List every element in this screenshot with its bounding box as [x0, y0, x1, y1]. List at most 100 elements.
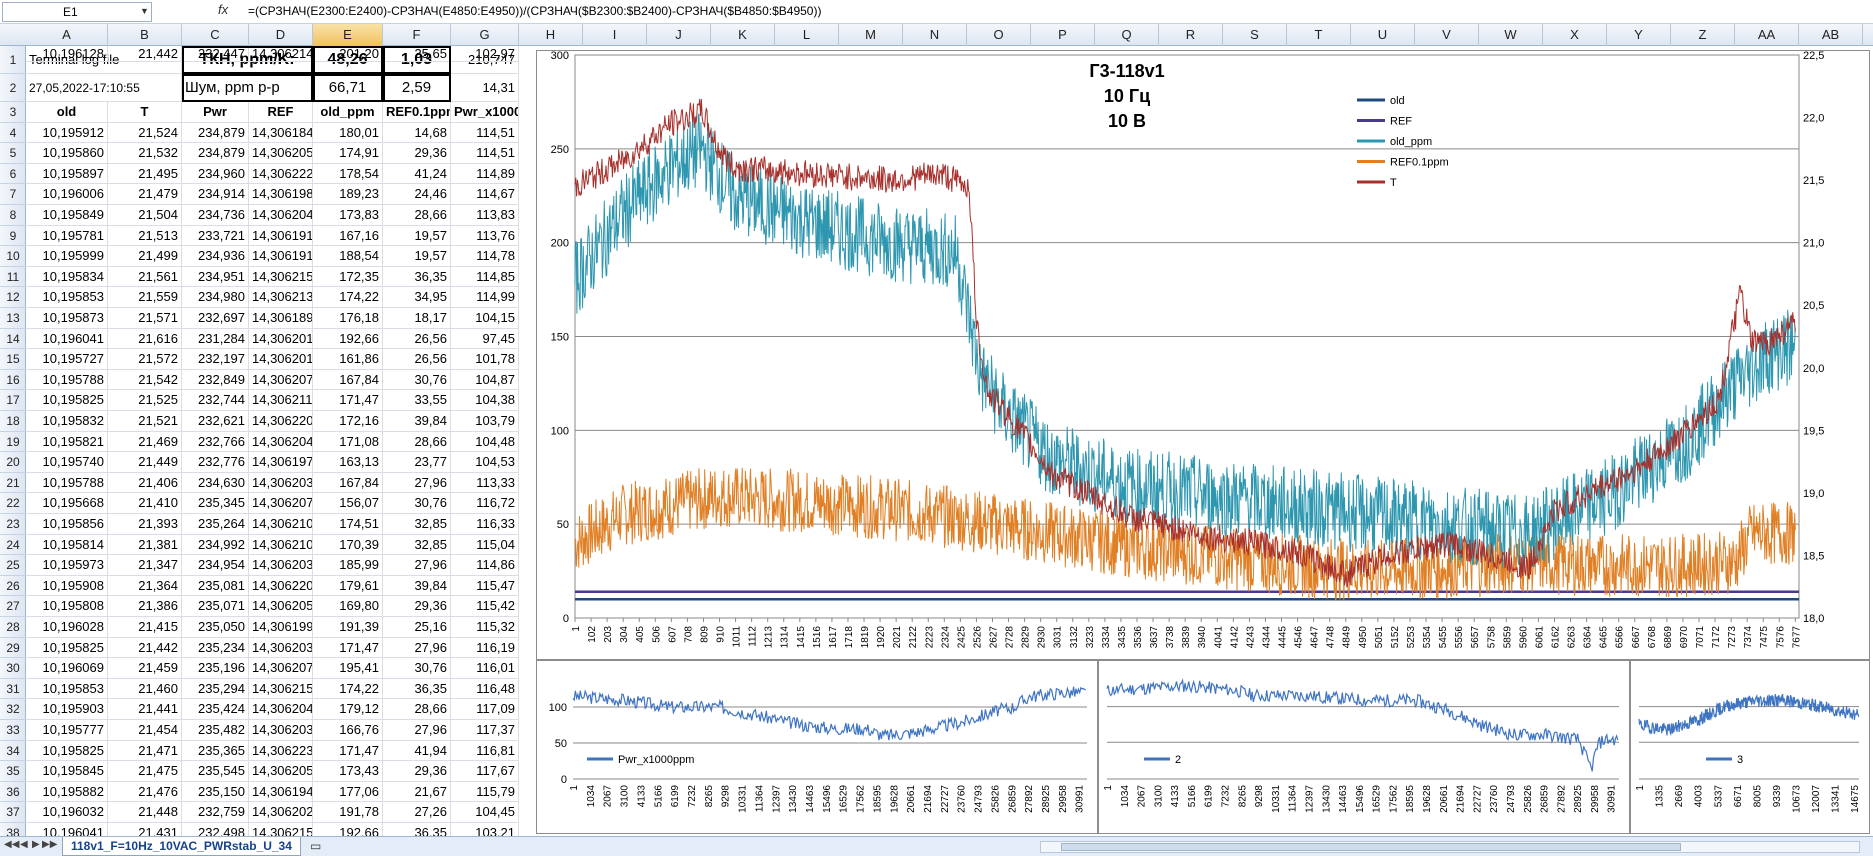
cell[interactable]: 14,306204: [249, 699, 313, 720]
column-header[interactable]: S: [1223, 24, 1287, 46]
cell[interactable]: 97,45: [451, 328, 519, 350]
cell[interactable]: 10,195973: [26, 555, 108, 576]
cell[interactable]: 14,31: [451, 74, 519, 102]
cell[interactable]: 27,96: [383, 720, 451, 741]
cell[interactable]: 167,16: [313, 225, 383, 247]
cell[interactable]: 14,306210: [249, 514, 313, 535]
cell[interactable]: 10,195912: [26, 122, 108, 144]
cell[interactable]: 14,306211: [249, 390, 313, 411]
cell[interactable]: old: [26, 102, 108, 123]
cell[interactable]: 14,306223: [249, 740, 313, 762]
cell[interactable]: 104,15: [451, 308, 519, 329]
cell[interactable]: 21,441: [108, 699, 182, 720]
column-header[interactable]: W: [1479, 24, 1543, 46]
cell[interactable]: 234,879: [182, 143, 249, 164]
cell[interactable]: 10,195668: [26, 493, 108, 514]
cell[interactable]: 32,85: [383, 514, 451, 535]
cell[interactable]: 10,195808: [26, 596, 108, 617]
column-header[interactable]: B: [108, 24, 182, 46]
cell[interactable]: 28,66: [383, 699, 451, 720]
cell[interactable]: 234,960: [182, 163, 249, 185]
column-header[interactable]: Q: [1095, 24, 1159, 46]
cell[interactable]: 171,47: [313, 390, 383, 411]
cell[interactable]: 21,475: [108, 761, 182, 782]
cell[interactable]: 114,51: [451, 143, 519, 164]
row-header[interactable]: 29: [0, 638, 26, 659]
cell[interactable]: 171,08: [313, 431, 383, 453]
cell[interactable]: 14,306222: [249, 163, 313, 185]
cell[interactable]: 21,513: [108, 225, 182, 247]
cell[interactable]: 201,20: [313, 46, 383, 62]
column-header[interactable]: I: [583, 24, 647, 46]
cell[interactable]: 10,195740: [26, 452, 108, 473]
cell[interactable]: 10,195897: [26, 163, 108, 185]
cell[interactable]: 114,78: [451, 246, 519, 267]
cell[interactable]: 27,96: [383, 472, 451, 494]
cell[interactable]: 10,195856: [26, 514, 108, 535]
chart-3[interactable]: 1 1335 2669 4003 5337 6671 8005 9339 10673 12007 1…: [1630, 660, 1870, 834]
cell[interactable]: 235,424: [182, 699, 249, 720]
cell[interactable]: 10,195999: [26, 246, 108, 267]
cell[interactable]: 10,195903: [26, 699, 108, 720]
cell[interactable]: 179,12: [313, 699, 383, 720]
cell[interactable]: 21,532: [108, 143, 182, 164]
name-box[interactable]: E1: [2, 2, 152, 22]
sheet-tab[interactable]: 118v1_F=10Hz_10VAC_PWRstab_U_34: [62, 837, 301, 856]
cell[interactable]: 10,196069: [26, 658, 108, 679]
cell[interactable]: 178,54: [313, 163, 383, 185]
cell[interactable]: 36,35: [383, 266, 451, 288]
cell[interactable]: 10,195777: [26, 720, 108, 741]
cell[interactable]: 27,26: [383, 802, 451, 823]
row-header[interactable]: 37: [0, 802, 26, 823]
cell[interactable]: 115,47: [451, 575, 519, 597]
cell[interactable]: REF0.1ppm: [383, 102, 451, 123]
cell[interactable]: Шум, ppm p-p: [182, 74, 313, 102]
cell[interactable]: 114,86: [451, 555, 519, 576]
cell[interactable]: 185,99: [313, 555, 383, 576]
cell[interactable]: 10,195814: [26, 534, 108, 556]
cell[interactable]: 14,306203: [249, 637, 313, 659]
cell[interactable]: 234,992: [182, 534, 249, 556]
cell[interactable]: 21,471: [108, 740, 182, 762]
cell[interactable]: 14,306191: [249, 225, 313, 247]
cell[interactable]: 235,050: [182, 617, 249, 638]
cell[interactable]: 234,630: [182, 472, 249, 494]
cell[interactable]: 14,306184: [249, 122, 313, 144]
cell[interactable]: 173,83: [313, 205, 383, 226]
column-header[interactable]: X: [1543, 24, 1607, 46]
scrollbar-thumb[interactable]: [1061, 843, 1681, 851]
cell[interactable]: 35,65: [383, 46, 451, 62]
row-header[interactable]: 32: [0, 699, 26, 720]
row-header[interactable]: 17: [0, 390, 26, 411]
cell[interactable]: 14,306215: [249, 678, 313, 700]
cell[interactable]: 10,195882: [26, 781, 108, 803]
column-header[interactable]: Y: [1607, 24, 1671, 46]
cell[interactable]: 39,84: [383, 411, 451, 432]
cell[interactable]: 21,616: [108, 328, 182, 350]
cell[interactable]: 10,195853: [26, 287, 108, 308]
cell[interactable]: 235,196: [182, 658, 249, 679]
cell[interactable]: 21,67: [383, 781, 451, 803]
cell[interactable]: 14,306197: [249, 452, 313, 473]
cell[interactable]: 235,345: [182, 493, 249, 514]
cell[interactable]: 14,306220: [249, 411, 313, 432]
column-header[interactable]: J: [647, 24, 711, 46]
cell[interactable]: 10,196028: [26, 617, 108, 638]
cell[interactable]: 232,766: [182, 431, 249, 453]
cell[interactable]: 104,53: [451, 452, 519, 473]
cell[interactable]: 21,386: [108, 596, 182, 617]
cell[interactable]: 173,43: [313, 761, 383, 782]
cell[interactable]: 172,16: [313, 411, 383, 432]
formula-input[interactable]: =(СРЗНАЧ(E2300:E2400)-СРЗНАЧ(E4850:E4950…: [248, 4, 822, 18]
cell[interactable]: 174,91: [313, 143, 383, 164]
cell[interactable]: 167,84: [313, 472, 383, 494]
cell[interactable]: 232,776: [182, 452, 249, 473]
cell[interactable]: 113,83: [451, 205, 519, 226]
cell[interactable]: 14,306198: [249, 184, 313, 205]
cell[interactable]: 235,264: [182, 514, 249, 535]
column-header[interactable]: AB: [1799, 24, 1863, 46]
row-header[interactable]: 16: [0, 370, 26, 391]
cell[interactable]: 235,545: [182, 761, 249, 782]
column-header[interactable]: A: [26, 24, 108, 46]
column-header[interactable]: R: [1159, 24, 1223, 46]
